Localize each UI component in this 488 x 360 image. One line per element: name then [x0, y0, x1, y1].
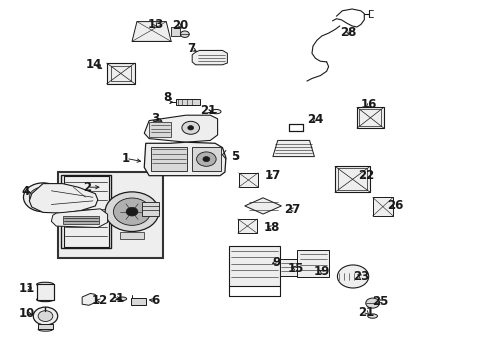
Circle shape	[337, 265, 368, 288]
Polygon shape	[132, 22, 171, 41]
Text: 18: 18	[263, 221, 279, 234]
Bar	[337, 168, 366, 190]
Circle shape	[180, 31, 189, 37]
Text: 23: 23	[352, 270, 368, 283]
Bar	[142, 202, 159, 216]
Polygon shape	[82, 293, 95, 305]
Bar	[38, 324, 53, 329]
Bar	[120, 232, 144, 239]
Text: 2: 2	[83, 181, 91, 194]
Text: 16: 16	[360, 98, 377, 111]
Circle shape	[29, 187, 57, 207]
Circle shape	[23, 183, 62, 212]
Bar	[131, 298, 145, 305]
Bar	[297, 250, 328, 277]
Bar	[63, 176, 108, 247]
Ellipse shape	[38, 328, 53, 331]
Circle shape	[182, 121, 199, 134]
Text: 5: 5	[230, 150, 238, 163]
Text: 22: 22	[357, 169, 373, 182]
Text: 17: 17	[264, 169, 281, 182]
Ellipse shape	[211, 109, 221, 114]
Text: 6: 6	[151, 294, 159, 307]
Text: 28: 28	[339, 26, 356, 39]
Polygon shape	[144, 142, 225, 176]
Bar	[356, 107, 383, 128]
Bar	[359, 109, 381, 126]
Bar	[106, 63, 135, 84]
Text: 21: 21	[108, 292, 124, 305]
Bar	[171, 27, 180, 36]
Text: 21: 21	[199, 104, 216, 117]
Bar	[237, 219, 257, 233]
Text: 7: 7	[187, 42, 195, 55]
Polygon shape	[272, 140, 314, 157]
Circle shape	[33, 307, 58, 325]
Text: 9: 9	[272, 256, 280, 269]
Bar	[149, 122, 171, 137]
Circle shape	[187, 126, 193, 130]
Bar	[191, 147, 221, 171]
Bar	[228, 246, 280, 286]
Text: 13: 13	[147, 18, 163, 31]
Bar	[37, 284, 54, 300]
Circle shape	[113, 198, 150, 225]
Circle shape	[126, 207, 138, 216]
Bar	[279, 259, 298, 276]
Circle shape	[105, 192, 159, 231]
Text: 19: 19	[313, 265, 329, 278]
Bar	[372, 197, 392, 216]
Text: 12: 12	[92, 294, 108, 307]
Text: 27: 27	[284, 203, 300, 216]
Text: 24: 24	[306, 113, 323, 126]
Bar	[110, 66, 131, 81]
Bar	[62, 216, 99, 224]
Ellipse shape	[37, 297, 54, 302]
Bar	[334, 166, 369, 192]
Text: 25: 25	[371, 295, 388, 308]
Polygon shape	[192, 50, 227, 65]
Text: 14: 14	[85, 58, 102, 71]
Bar	[150, 147, 187, 171]
Text: 10: 10	[19, 307, 35, 320]
Polygon shape	[29, 184, 98, 213]
Circle shape	[196, 152, 216, 166]
Bar	[176, 99, 199, 105]
Text: 1: 1	[122, 152, 130, 165]
Circle shape	[365, 298, 379, 308]
Ellipse shape	[118, 297, 126, 301]
Circle shape	[203, 157, 209, 162]
Polygon shape	[244, 198, 281, 214]
Text: 3: 3	[151, 112, 159, 125]
Ellipse shape	[37, 282, 54, 287]
Circle shape	[38, 311, 53, 321]
Text: 20: 20	[171, 19, 188, 32]
Bar	[238, 173, 258, 187]
Text: 8: 8	[163, 91, 171, 104]
Text: 26: 26	[386, 199, 403, 212]
Text: 4: 4	[21, 185, 29, 198]
Bar	[58, 172, 163, 258]
Bar	[61, 175, 111, 248]
Text: 15: 15	[287, 262, 304, 275]
Polygon shape	[51, 209, 107, 228]
Circle shape	[38, 194, 48, 201]
Ellipse shape	[367, 314, 377, 318]
Text: 11: 11	[19, 282, 35, 294]
Polygon shape	[144, 115, 217, 142]
Text: 21: 21	[358, 306, 374, 319]
